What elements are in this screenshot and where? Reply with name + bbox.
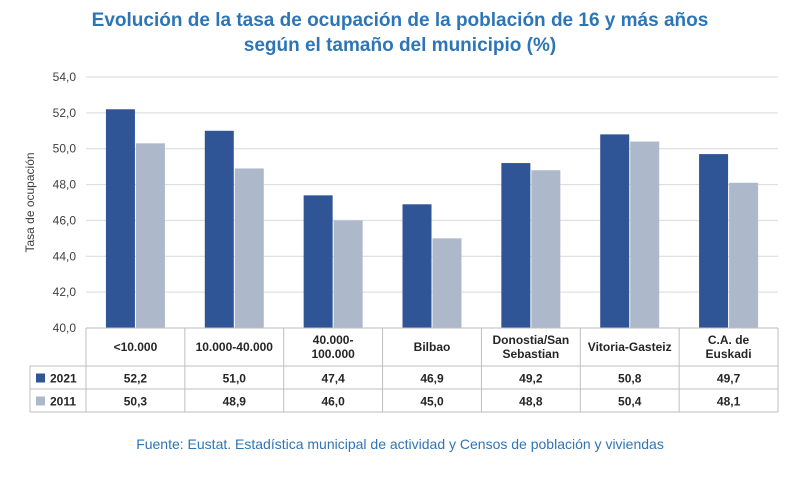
legend-label-2021: 2021 (50, 372, 77, 386)
chart-title: Evolución de la tasa de ocupación de la … (0, 8, 800, 58)
data-label-2021: 47,4 (321, 372, 345, 386)
data-label-2011: 48,8 (519, 395, 543, 409)
bar-2021 (303, 195, 333, 328)
y-tick-label: 50,0 (53, 142, 77, 156)
y-tick-label: 52,0 (53, 106, 77, 120)
data-label-2021: 50,8 (618, 372, 642, 386)
data-label-2011: 48,9 (223, 395, 247, 409)
category-label: <10.000 (114, 340, 158, 354)
data-label-2011: 48,1 (717, 395, 741, 409)
category-label: C.A. de (708, 333, 750, 347)
y-tick-label: 42,0 (53, 285, 77, 299)
y-axis-label: Tasa de ocupación (23, 152, 37, 252)
bar-2021 (699, 154, 729, 328)
bar-2011 (432, 238, 462, 328)
bar-2011 (729, 182, 759, 328)
legend-swatch-2011 (36, 396, 45, 406)
legend-label-2011: 2011 (50, 395, 76, 409)
chart-title-line-1: Evolución de la tasa de ocupación de la … (91, 10, 709, 31)
data-label-2011: 50,4 (618, 395, 642, 409)
bar-2011 (531, 170, 561, 328)
y-tick-label: 48,0 (53, 178, 77, 192)
bar-2011 (333, 220, 363, 328)
bar-2021 (600, 134, 630, 328)
data-label-2021: 49,2 (519, 372, 543, 386)
bar-2011 (234, 168, 264, 328)
y-tick-label: 40,0 (53, 321, 77, 335)
bar-2011 (630, 141, 660, 328)
bar-2021 (105, 109, 135, 329)
bar-2011 (135, 143, 165, 328)
category-label: 100.000 (311, 347, 355, 361)
category-label: Vitoria-Gasteiz (588, 340, 672, 354)
data-label-2021: 49,7 (717, 372, 741, 386)
category-label: Sebastian (503, 347, 560, 361)
bar-2021 (501, 163, 531, 328)
data-label-2011: 45,0 (420, 395, 444, 409)
data-label-2011: 46,0 (321, 395, 345, 409)
data-label-2021: 51,0 (223, 372, 247, 386)
y-tick-label: 46,0 (53, 213, 77, 227)
data-label-2021: 52,2 (124, 372, 148, 386)
y-tick-label: 44,0 (53, 249, 77, 263)
bar-2021 (204, 130, 234, 328)
legend-swatch-2021 (36, 373, 45, 383)
data-label-2011: 50,3 (124, 395, 148, 409)
source-note: Fuente: Eustat. Estadística municipal de… (136, 436, 664, 452)
category-label: 10.000-40.000 (196, 340, 274, 354)
category-label: Bilbao (414, 340, 451, 354)
category-label: Euskadi (706, 347, 752, 361)
category-label: 40.000- (313, 333, 354, 347)
data-label-2021: 46,9 (420, 372, 444, 386)
chart-title-line-2: según el tamaño del municipio (%) (243, 35, 557, 56)
bar-2021 (402, 204, 432, 328)
y-tick-label: 54,0 (53, 70, 77, 84)
category-label: Donostia/San (493, 333, 570, 347)
